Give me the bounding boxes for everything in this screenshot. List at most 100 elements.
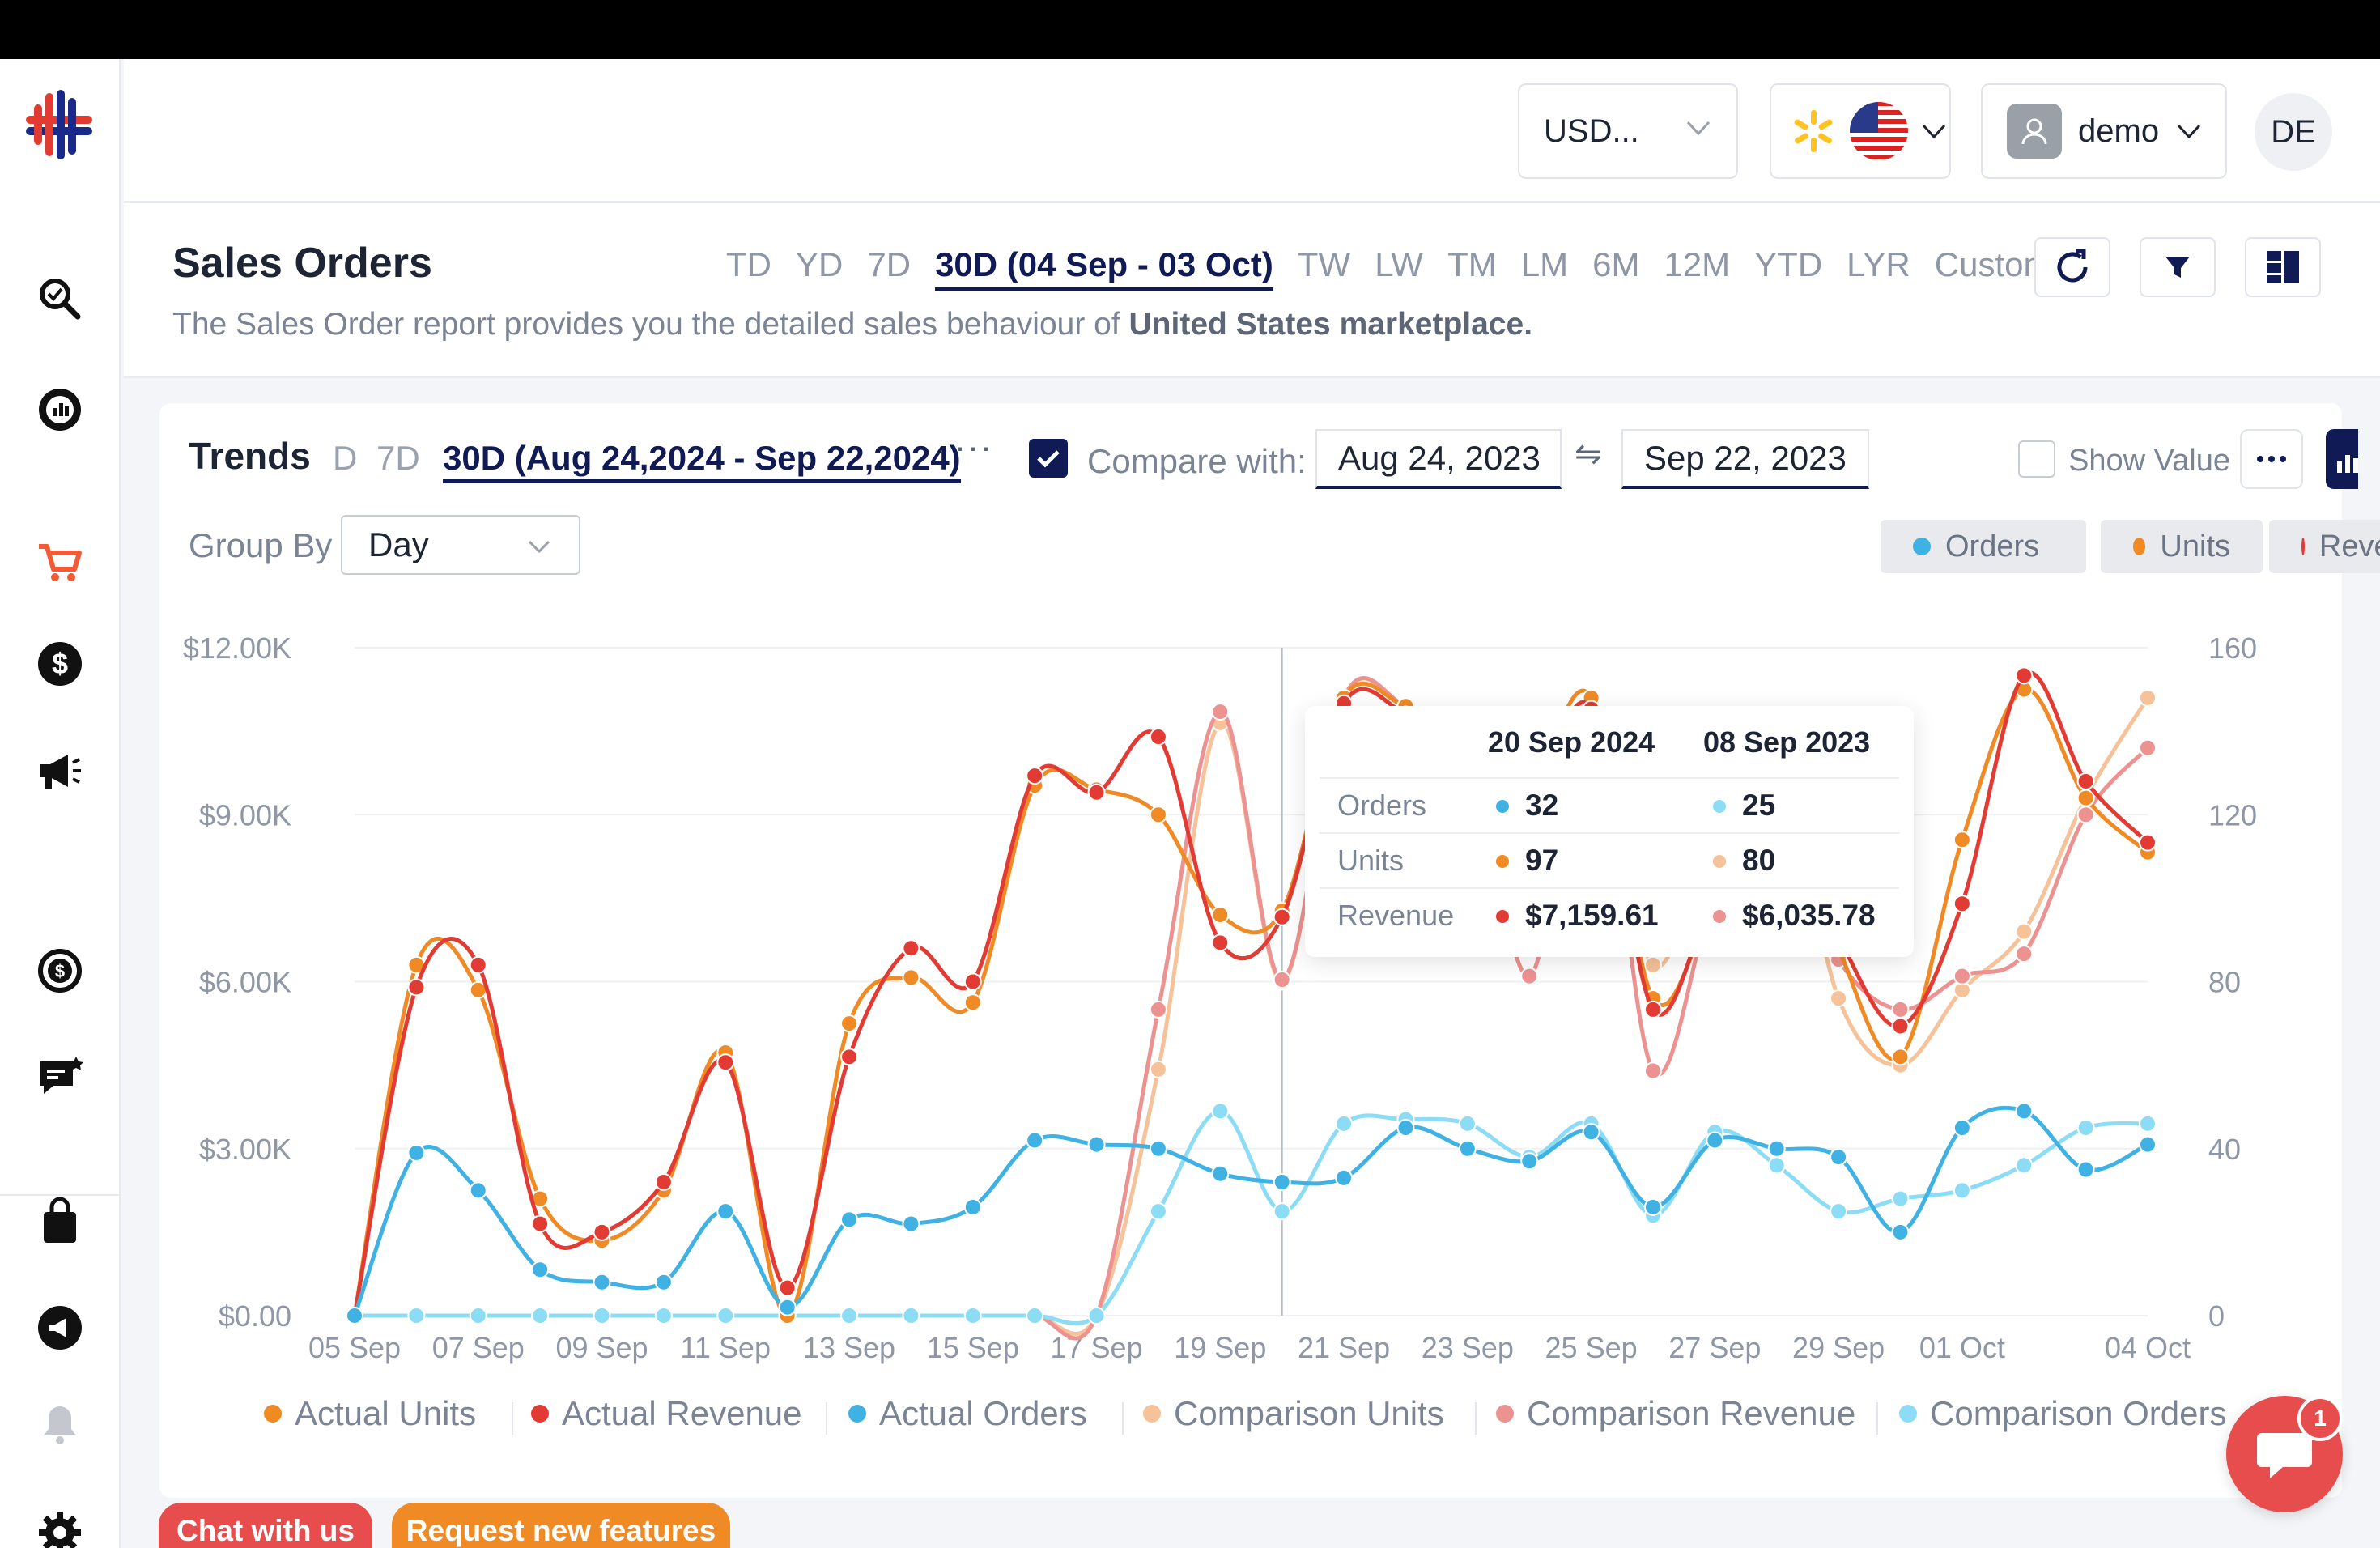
announcement-icon[interactable] <box>31 1299 89 1357</box>
tooltip-date-actual: 20 Sep 2024 <box>1488 725 1655 759</box>
tooltip-value-compare: 80 <box>1742 844 1776 877</box>
shopping-bag-icon[interactable] <box>31 1193 89 1251</box>
legend-label: Comparison Revenue <box>1527 1394 1856 1432</box>
range-12m[interactable]: 12M <box>1664 245 1731 283</box>
legend-dot <box>1143 1405 1161 1423</box>
legend-actual-units[interactable]: Actual Units <box>264 1394 476 1433</box>
range-ytd[interactable]: YTD <box>1754 245 1823 283</box>
orders-dot <box>1913 538 1931 555</box>
compare-from-date[interactable]: Aug 24, 2023 <box>1315 429 1562 489</box>
bell-icon[interactable] <box>31 1395 89 1453</box>
dashboard-gauge-icon[interactable] <box>31 381 89 439</box>
filter-icon <box>2165 257 2190 278</box>
chart-type-button[interactable] <box>2326 429 2358 489</box>
tooltip-dot <box>1713 800 1726 813</box>
legend-comparison-revenue[interactable]: Comparison Revenue <box>1496 1394 1855 1433</box>
tooltip-value-actual: 32 <box>1525 789 1559 822</box>
revenue-dot <box>2301 538 2305 555</box>
legend-label: Comparison Units <box>1174 1394 1444 1432</box>
range-7d[interactable]: 7D <box>867 245 912 283</box>
currency-select[interactable]: USD... <box>1518 83 1738 179</box>
chevron-down-icon <box>1686 121 1711 136</box>
range-td[interactable]: TD <box>726 245 771 283</box>
range-lyr[interactable]: LYR <box>1847 245 1910 283</box>
chat-widget-button[interactable] <box>2226 1396 2343 1512</box>
tooltip-dot <box>1713 855 1726 868</box>
filter-button[interactable] <box>2140 237 2216 297</box>
request-features-button[interactable]: Request new features <box>392 1503 730 1548</box>
trend-range-30d[interactable]: 30D (Aug 24,2024 - Sep 22,2024) <box>443 439 961 483</box>
legend-dot <box>531 1405 549 1423</box>
range-lm[interactable]: LM <box>1520 245 1569 283</box>
range-lw[interactable]: LW <box>1375 245 1424 283</box>
cart-icon[interactable] <box>31 534 89 592</box>
legend-actual-revenue[interactable]: Actual Revenue <box>531 1394 802 1433</box>
trends-card: Trends D 7D 30D (Aug 24,2024 - Sep 22,20… <box>159 403 2380 1498</box>
sidebar-divider <box>0 1194 119 1196</box>
range-30d[interactable]: 30D (04 Sep - 03 Oct) <box>935 242 1273 291</box>
profile-initials[interactable]: DE <box>2255 93 2332 171</box>
toggle-orders[interactable]: Orders <box>1881 520 2086 573</box>
layout-grid-icon <box>2267 251 2299 283</box>
group-by-label: Group By <box>189 526 333 564</box>
chart-menu-button[interactable] <box>2240 429 2303 489</box>
layout-button[interactable] <box>2245 237 2321 297</box>
legend-dot <box>264 1405 282 1423</box>
range-tw[interactable]: TW <box>1297 245 1351 283</box>
refresh-button[interactable] <box>2034 237 2110 297</box>
range-custom[interactable]: Custom <box>1934 245 2052 283</box>
tooltip-dot <box>1713 910 1726 923</box>
show-value-checkbox[interactable] <box>2018 440 2055 478</box>
checkmark-icon <box>1037 450 1060 468</box>
more-ranges-button[interactable]: ··· <box>954 427 993 466</box>
chat-with-us-button[interactable]: Chat with us <box>159 1503 372 1548</box>
legend-dot <box>1899 1405 1917 1423</box>
settings-gear-icon[interactable] <box>31 1503 89 1548</box>
top-header: USD... demo DE <box>124 59 2380 203</box>
currency-value: USD... <box>1544 113 1639 149</box>
refresh-icon <box>2057 249 2088 283</box>
legend-comparison-orders[interactable]: Comparison Orders <box>1899 1394 2226 1433</box>
megaphone-icon[interactable] <box>31 742 89 800</box>
legend-comparison-units[interactable]: Comparison Units <box>1143 1394 1444 1433</box>
tooltip-row-units: Units 97 80 <box>1320 832 1899 886</box>
legend-divider <box>826 1402 827 1435</box>
legend-divider <box>1122 1402 1124 1435</box>
chat-bubble-icon <box>2257 1433 2312 1478</box>
show-value-label: Show Value <box>2068 444 2230 478</box>
chevron-down-icon <box>528 540 550 554</box>
tooltip-label: Orders <box>1337 789 1427 822</box>
svg-text:$: $ <box>52 647 68 680</box>
legend-label: Actual Units <box>295 1394 477 1432</box>
swap-dates-icon[interactable]: ⇋ <box>1575 436 1602 472</box>
range-tm[interactable]: TM <box>1447 245 1497 283</box>
chevron-down-icon <box>1922 124 1946 139</box>
dollar-icon[interactable]: $ <box>31 635 89 693</box>
page-title-bar: Sales Orders The Sales Order report prov… <box>124 203 2380 378</box>
trends-label: Trends <box>189 435 311 477</box>
tooltip-dot <box>1496 910 1509 923</box>
brand-logo[interactable] <box>21 87 97 163</box>
user-menu[interactable]: demo <box>1981 83 2227 179</box>
reviews-chat-icon[interactable] <box>31 1048 89 1107</box>
marketplace-select[interactable] <box>1770 83 1951 179</box>
legend-label: Comparison Orders <box>1930 1394 2227 1432</box>
trend-range-7d[interactable]: 7D <box>376 439 420 477</box>
legend-dot <box>848 1405 866 1423</box>
tooltip-dot <box>1496 800 1509 813</box>
tooltip-value-actual: 97 <box>1525 844 1559 877</box>
compare-checkbox[interactable] <box>1029 439 1068 478</box>
avatar <box>2007 104 2062 159</box>
refund-cycle-icon[interactable]: $ <box>31 942 89 1000</box>
legend-divider <box>512 1402 513 1435</box>
group-by-select[interactable]: Day <box>341 515 580 575</box>
legend-actual-orders[interactable]: Actual Orders <box>848 1394 1087 1433</box>
range-6m[interactable]: 6M <box>1592 245 1640 283</box>
tooltip-value-compare: $6,035.78 <box>1742 899 1876 932</box>
range-yd[interactable]: YD <box>796 245 844 283</box>
search-analytics-icon[interactable] <box>31 270 89 328</box>
trend-range-d[interactable]: D <box>333 439 358 477</box>
toggle-revenue[interactable]: Revenue <box>2269 520 2380 573</box>
compare-to-date[interactable]: Sep 22, 2023 <box>1621 429 1869 489</box>
toggle-units[interactable]: Units <box>2101 520 2263 573</box>
